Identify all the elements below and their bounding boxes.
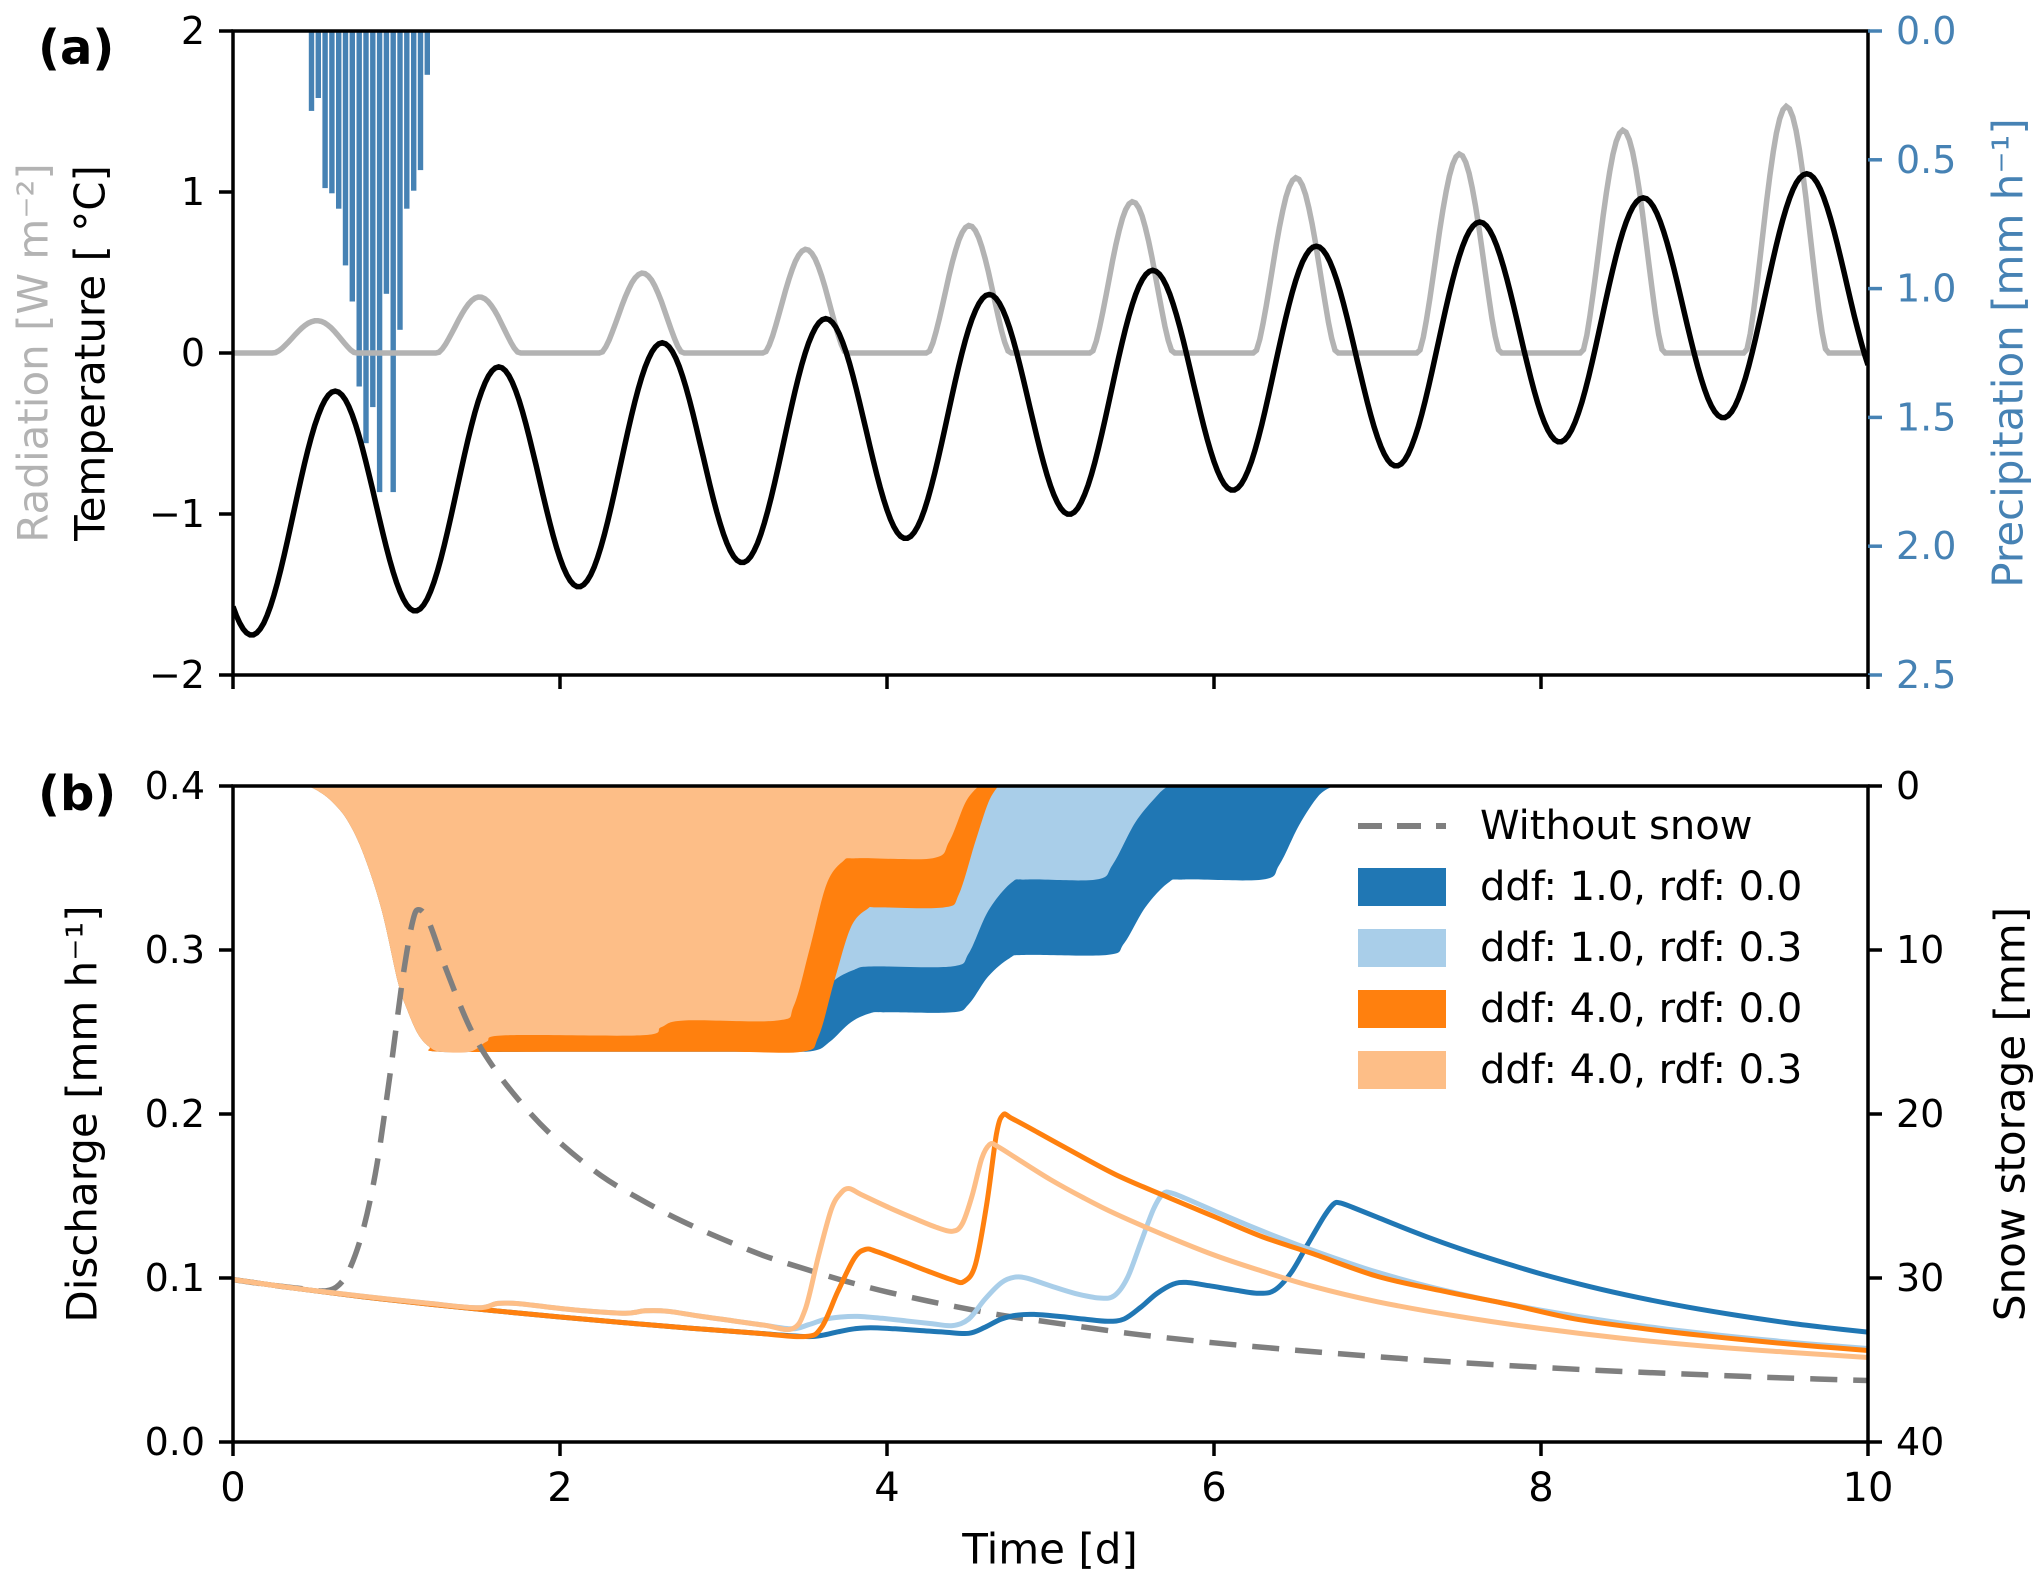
precipitation-bar (390, 31, 396, 493)
tick-label: 30 (1896, 1256, 1944, 1300)
tick-label: 6 (1201, 1465, 1226, 1511)
legend-label: ddf: 1.0, rdf: 0.0 (1480, 864, 1803, 910)
precipitation-bar (383, 31, 390, 294)
precipitation-bar (404, 31, 410, 209)
tick-label: 0.0 (145, 1420, 205, 1464)
tick-label: 0 (181, 331, 205, 375)
tick-label: 2.5 (1896, 653, 1956, 697)
snow-ddf-4.0-rdf-0.3-area (308, 786, 979, 1053)
legend-item: ddf: 1.0, rdf: 0.0 (1358, 864, 1863, 910)
tick-label: 0.4 (145, 764, 205, 808)
temperature-line (233, 170, 1868, 638)
legend-label: ddf: 4.0, rdf: 0.3 (1480, 1047, 1803, 1093)
tick-label: 2 (547, 1465, 572, 1511)
discharge-ddf-4.0-rdf-0.0-line (233, 1111, 1868, 1353)
radiation-axis-title: Radiation [W m⁻²] (8, 163, 58, 543)
precipitation-bar (349, 31, 355, 302)
legend-patch-swatch (1358, 990, 1446, 1028)
precipitation-bar (308, 31, 315, 111)
tick-label: 4 (874, 1465, 899, 1511)
tick-label: 0.5 (1896, 138, 1956, 182)
tick-label: 1.0 (1896, 267, 1956, 311)
precipitation-bar (411, 31, 417, 191)
tick-label: 1 (181, 170, 205, 214)
precipitation-axis-title: Precipitation [mm h⁻¹] (1983, 118, 2033, 588)
precipitation-bar (329, 31, 335, 194)
discharge-ddf-1.0-rdf-0.0-line (233, 1199, 1868, 1340)
precipitation-bar (322, 31, 328, 189)
legend-item: ddf: 1.0, rdf: 0.3 (1358, 925, 1863, 971)
snow-storage-axis-title: Snow storage [mm] (1985, 906, 2035, 1322)
legend-label: ddf: 1.0, rdf: 0.3 (1480, 925, 1803, 971)
legend: Without snow ddf: 1.0, rdf: 0.0 ddf: 1.0, … (1358, 803, 1863, 1111)
precipitation-bar (342, 31, 349, 266)
tick-label: 0.1 (145, 1256, 205, 1300)
precipitation-bar (370, 31, 376, 408)
panel-a-tag: (a) (38, 20, 115, 76)
legend-label: ddf: 4.0, rdf: 0.0 (1480, 986, 1803, 1032)
legend-patch-swatch (1358, 1051, 1446, 1089)
precipitation-bar (424, 31, 430, 75)
without-snow-line (233, 906, 1868, 1384)
tick-label: 2.0 (1896, 524, 1956, 568)
precipitation-bar (363, 31, 369, 444)
precipitation-bar (376, 31, 383, 493)
discharge-axis-title: Discharge [mm h⁻¹] (57, 905, 107, 1323)
legend-item: ddf: 4.0, rdf: 0.3 (1358, 1047, 1863, 1093)
legend-item: ddf: 4.0, rdf: 0.0 (1358, 986, 1863, 1032)
legend-patch-swatch (1358, 868, 1446, 906)
tick-label: 8 (1528, 1465, 1553, 1511)
tick-label: 1.5 (1896, 395, 1956, 439)
precipitation-bar (417, 31, 424, 171)
precipitation-bar (336, 31, 342, 209)
precipitation-bar (315, 31, 321, 98)
tick-label: −1 (149, 492, 205, 536)
legend-patch-swatch (1358, 929, 1446, 967)
legend-item: Without snow (1358, 803, 1863, 849)
precipitation-bar (397, 31, 403, 330)
tick-label: −2 (149, 653, 205, 697)
precipitation-bars (308, 31, 430, 493)
tick-label: 2 (181, 9, 205, 53)
legend-label: Without snow (1480, 803, 1753, 849)
tick-label: 20 (1896, 1092, 1944, 1136)
discharge-ddf-4.0-rdf-0.3-line (233, 1141, 1868, 1360)
radiation-line (233, 102, 1868, 356)
tick-label: 0 (220, 1465, 245, 1511)
tick-label: 0.3 (145, 928, 205, 972)
tick-label: 0 (1896, 764, 1920, 808)
panel-b-tag: (b) (38, 766, 117, 822)
tick-label: 10 (1843, 1465, 1894, 1511)
time-axis-title: Time [d] (962, 1524, 1138, 1574)
tick-label: 40 (1896, 1420, 1944, 1464)
precipitation-bar (356, 31, 362, 387)
temperature-axis-title: Temperature [ °C] (65, 165, 115, 541)
tick-label: 10 (1896, 928, 1944, 972)
legend-dashed-line-swatch (1358, 823, 1446, 829)
panel-b-plot-area (233, 786, 1868, 1384)
panel-a-plot-area (233, 31, 1868, 638)
tick-label: 0.2 (145, 1092, 205, 1136)
tick-label: 0.0 (1896, 9, 1956, 53)
